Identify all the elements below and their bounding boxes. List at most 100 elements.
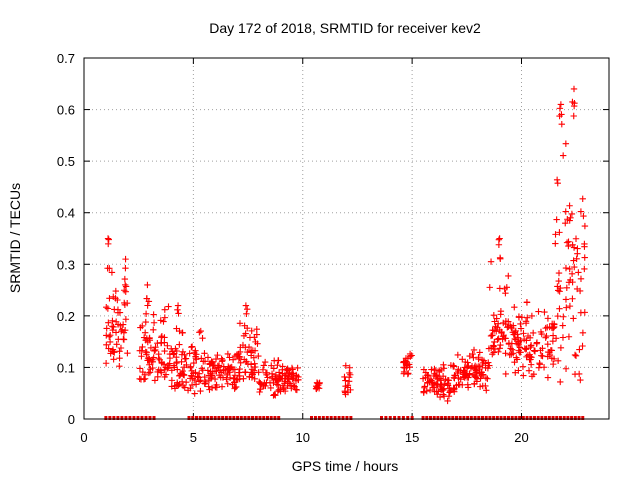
data-point <box>523 345 530 352</box>
data-point <box>216 366 224 374</box>
data-point <box>565 333 573 340</box>
zero-point <box>443 416 447 420</box>
data-point <box>437 366 445 373</box>
data-point <box>216 371 223 379</box>
y-tick-label: 0.3 <box>57 257 75 272</box>
data-point <box>110 293 117 301</box>
data-point <box>208 372 216 379</box>
data-point <box>472 374 479 381</box>
data-point <box>495 320 502 327</box>
y-tick-label: 0.1 <box>57 360 75 375</box>
data-point <box>259 366 267 373</box>
data-point <box>160 361 168 368</box>
data-point <box>464 384 472 391</box>
data-point <box>103 325 110 332</box>
data-point <box>484 375 491 382</box>
data-point <box>566 265 573 273</box>
data-point <box>147 344 155 352</box>
data-point <box>559 152 567 159</box>
data-point <box>345 378 353 385</box>
data-point <box>428 366 435 373</box>
data-point <box>441 380 448 388</box>
data-point <box>554 283 561 290</box>
data-point <box>434 376 442 383</box>
zero-point <box>247 416 251 420</box>
data-point <box>138 353 145 360</box>
data-point <box>226 369 233 376</box>
data-point <box>279 375 286 382</box>
data-point <box>471 372 478 380</box>
data-point <box>500 331 507 339</box>
data-point <box>283 366 290 373</box>
zero-point <box>577 416 581 420</box>
data-point <box>342 362 349 369</box>
zero-point <box>236 416 240 420</box>
zero-point <box>521 416 525 420</box>
zero-point <box>329 416 333 420</box>
data-point <box>105 319 112 326</box>
zero-point <box>499 416 503 420</box>
data-point <box>149 356 156 363</box>
zero-point <box>466 416 470 420</box>
data-point <box>579 195 586 202</box>
data-point <box>206 386 213 393</box>
data-point <box>530 347 538 354</box>
data-point <box>174 302 182 309</box>
data-point <box>559 334 567 341</box>
zero-point <box>562 416 566 420</box>
data-point <box>161 339 168 346</box>
data-point <box>459 356 466 363</box>
data-point <box>250 367 258 374</box>
data-point <box>508 325 515 332</box>
data-point <box>104 235 112 242</box>
data-point <box>573 285 581 293</box>
data-point <box>145 369 152 377</box>
data-point <box>562 296 570 303</box>
data-point <box>229 356 237 363</box>
data-point <box>223 376 230 383</box>
data-point <box>108 269 116 276</box>
data-point <box>144 302 151 309</box>
data-point <box>188 381 196 389</box>
data-point <box>201 373 208 381</box>
data-point <box>232 383 240 391</box>
data-point <box>581 222 589 230</box>
data-point <box>403 364 410 371</box>
zero-point <box>495 416 499 420</box>
zero-point <box>128 416 132 420</box>
data-point <box>563 239 571 246</box>
data-point <box>475 355 482 363</box>
data-point <box>103 303 110 311</box>
data-point <box>568 270 576 278</box>
zero-point <box>492 416 496 420</box>
data-point <box>187 385 194 392</box>
data-point <box>528 312 536 320</box>
zero-point <box>384 416 388 420</box>
data-point <box>121 275 129 283</box>
data-point <box>549 338 557 345</box>
zero-point <box>380 416 383 420</box>
data-point <box>518 314 526 321</box>
data-point <box>489 332 496 339</box>
data-point <box>544 374 552 381</box>
zero-point <box>273 416 277 420</box>
data-point <box>116 363 123 370</box>
zero-point <box>258 416 262 420</box>
data-point <box>580 212 587 220</box>
data-point <box>344 382 352 389</box>
data-point <box>253 325 260 333</box>
data-point <box>146 337 154 344</box>
data-point <box>103 332 110 339</box>
data-point <box>495 348 502 356</box>
data-point <box>552 240 559 247</box>
data-points <box>102 85 589 420</box>
data-point <box>476 349 483 356</box>
data-point <box>251 375 258 382</box>
data-point <box>569 295 576 302</box>
data-point <box>176 327 183 335</box>
data-point <box>556 105 564 112</box>
data-point <box>581 243 588 250</box>
data-point <box>501 335 509 342</box>
data-point <box>538 352 545 359</box>
data-point <box>192 381 200 388</box>
